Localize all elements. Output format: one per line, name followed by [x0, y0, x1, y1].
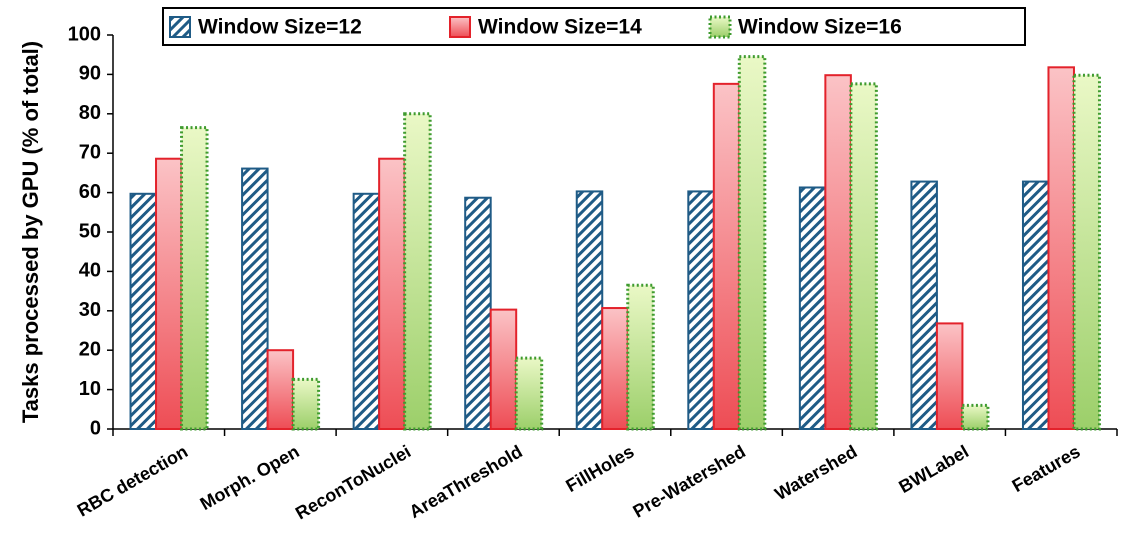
y-tick-label: 10: [79, 378, 101, 400]
y-tick-label: 90: [79, 63, 101, 85]
bar: [798, 186, 827, 430]
bar: [1021, 180, 1050, 430]
x-tick-label: BWLabel: [895, 441, 972, 497]
y-tick-label: 100: [68, 23, 101, 45]
legend-label: Window Size=16: [738, 16, 902, 39]
bar: [575, 190, 604, 430]
x-tick-label: Features: [1009, 441, 1084, 496]
bar: [1072, 73, 1101, 431]
x-tick-label: AreaThreshold: [406, 441, 526, 522]
bar: [464, 196, 492, 430]
bar: [935, 322, 964, 430]
bar: [687, 190, 715, 430]
bar: [1047, 66, 1075, 430]
x-tick-label: Morph. Open: [197, 441, 303, 514]
bar: [960, 403, 990, 431]
bar: [514, 356, 544, 431]
bar: [378, 157, 406, 430]
bar: [291, 377, 321, 431]
bar: [910, 180, 938, 430]
y-tick-label: 80: [79, 102, 101, 124]
bar: [489, 308, 518, 431]
x-tick-label: ReconToNuclei: [292, 441, 414, 523]
x-tick-label: RBC detection: [74, 441, 191, 520]
bar: [352, 192, 381, 430]
bar: [601, 307, 629, 430]
bar: [266, 349, 295, 431]
x-tick-label: FillHoles: [562, 441, 637, 496]
bar: [180, 126, 209, 431]
legend-label: Window Size=12: [198, 16, 362, 39]
legend-swatch: [169, 16, 191, 38]
y-tick-label: 40: [79, 260, 101, 282]
y-tick-label: 60: [79, 181, 101, 203]
x-tick-label: Pre-Watershed: [629, 441, 748, 522]
bar: [626, 283, 655, 431]
bar: [849, 82, 878, 431]
bar: [129, 192, 158, 430]
legend-swatch: [449, 16, 471, 38]
y-tick-label: 0: [90, 417, 101, 439]
x-tick-label: Watershed: [771, 441, 860, 504]
bar: [241, 167, 269, 430]
bar: [712, 82, 741, 431]
y-tick-label: 70: [79, 141, 101, 163]
y-tick-label: 50: [79, 220, 101, 242]
legend-box: [162, 7, 1026, 46]
bar: [737, 55, 767, 431]
y-tick-label: 20: [79, 338, 101, 360]
y-axis-label: Tasks processed by GPU (% of total): [18, 41, 43, 423]
legend-swatch: [708, 15, 732, 39]
bar: [824, 74, 852, 431]
y-tick-label: 30: [79, 299, 101, 321]
bar: [403, 112, 432, 431]
legend-label: Window Size=14: [478, 16, 642, 39]
bar: [155, 157, 183, 430]
